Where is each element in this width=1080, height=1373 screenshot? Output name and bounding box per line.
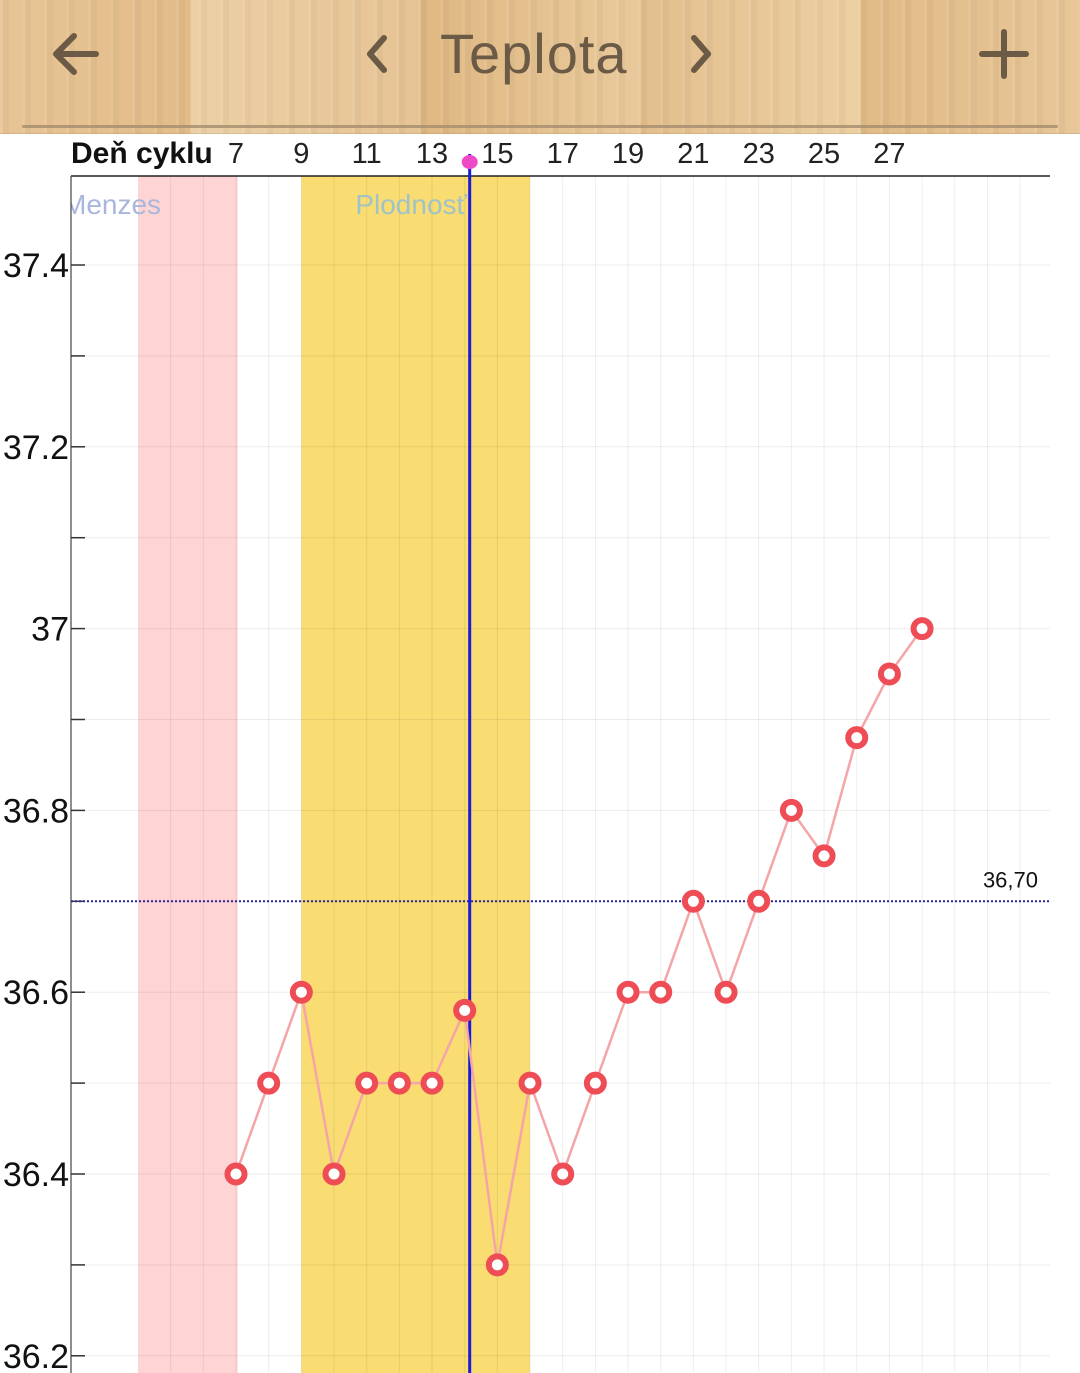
x-tick-label: 27: [873, 138, 905, 170]
next-cycle-button[interactable]: [660, 14, 740, 94]
x-tick-label: 7: [228, 138, 244, 170]
temperature-point: [420, 1071, 444, 1095]
temperature-point: [616, 980, 640, 1004]
app-toolbar: Teplota: [0, 0, 1080, 134]
temperature-point: [551, 1162, 575, 1186]
x-axis-title: Deň cyklu: [71, 137, 213, 170]
temperature-point: [812, 844, 836, 868]
x-tick-label: 21: [677, 138, 709, 170]
temperature-point: [747, 889, 771, 913]
x-tick-label: 23: [743, 138, 775, 170]
back-button[interactable]: [36, 14, 116, 94]
x-tick-label: 11: [352, 138, 382, 170]
y-tick-label: 37: [31, 611, 69, 649]
y-tick-label: 36.6: [3, 974, 69, 1012]
y-tick-label: 37.4: [3, 247, 69, 285]
chevron-left-icon: [358, 32, 398, 76]
prev-cycle-button[interactable]: [338, 14, 418, 94]
toolbar-divider: [22, 125, 1058, 128]
temperature-point: [779, 798, 803, 822]
y-tick-label: 36.2: [3, 1338, 69, 1373]
add-button[interactable]: [964, 14, 1044, 94]
temperature-point: [714, 980, 738, 1004]
temperature-point: [518, 1071, 542, 1095]
x-tick-label: 13: [416, 138, 448, 170]
temperature-point: [681, 889, 705, 913]
temperature-point: [485, 1253, 509, 1277]
x-tick-label: 25: [808, 138, 840, 170]
ovulation-marker: [461, 155, 478, 169]
y-tick-label: 36.8: [3, 792, 69, 830]
temperature-point: [649, 980, 673, 1004]
x-tick-label: 15: [481, 138, 513, 170]
grid-lines: [71, 176, 1050, 1373]
plus-icon: [978, 28, 1030, 80]
coverline-label: 36,70: [983, 867, 1038, 892]
arrow-left-icon: [48, 26, 104, 82]
menses-band-label: Menzes: [63, 189, 161, 220]
temperature-point: [355, 1071, 379, 1095]
fertile-band-label: Plodnosť: [355, 189, 467, 220]
x-tick-label: 9: [293, 138, 309, 170]
temperature-point: [583, 1071, 607, 1095]
x-tick-label: 17: [547, 138, 579, 170]
chevron-right-icon: [680, 32, 720, 76]
y-tick-label: 36.4: [3, 1156, 69, 1194]
x-tick-label: 19: [612, 138, 644, 170]
temperature-point: [453, 998, 477, 1022]
page-title: Teplota: [440, 22, 628, 85]
temperature-point: [877, 662, 901, 686]
temperature-point: [845, 726, 869, 750]
temperature-point: [224, 1162, 248, 1186]
menses-band: [137, 176, 238, 1373]
temperature-line: [234, 627, 924, 1266]
temperature-chart[interactable]: Menzes Plodnosť Deň cyklu 7 9 11 13 15 17 19 21 23 2…: [0, 134, 1080, 1373]
y-tick-label: 37.2: [3, 429, 69, 467]
temperature-point: [322, 1162, 346, 1186]
temperature-point: [289, 980, 313, 1004]
temperature-point: [257, 1071, 281, 1095]
temperature-point: [910, 617, 934, 641]
temperature-point: [387, 1071, 411, 1095]
